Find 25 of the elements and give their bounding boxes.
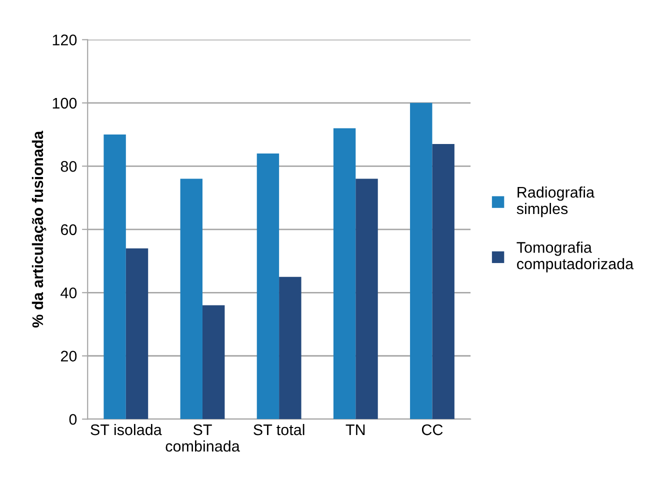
legend-label: Radiografia simples xyxy=(516,186,595,218)
y-tick-label: 120 xyxy=(52,34,77,46)
x-tick-label: ST combinada xyxy=(166,424,240,452)
bar xyxy=(202,305,225,420)
bar xyxy=(180,178,202,420)
bar xyxy=(333,128,356,420)
y-tick-label: 80 xyxy=(60,161,77,172)
y-tick-label: 100 xyxy=(52,98,77,109)
legend-label: Tomografia computadorizada xyxy=(516,242,634,272)
bar xyxy=(279,276,302,420)
bar xyxy=(410,102,432,420)
y-tick-label: 0 xyxy=(69,414,77,425)
y-axis-title: % da articulação fusionada xyxy=(32,130,46,328)
y-tick-label: 60 xyxy=(60,224,77,236)
x-tick-label: TN xyxy=(346,424,365,436)
bar xyxy=(432,144,454,420)
bar xyxy=(126,248,148,420)
x-tick-label: CC xyxy=(422,424,443,436)
x-tick-label: ST isolada xyxy=(90,424,162,436)
y-tick-label: 40 xyxy=(60,288,77,298)
bar xyxy=(356,178,378,420)
y-tick-label: 20 xyxy=(60,350,77,362)
x-tick-label: ST total xyxy=(254,424,304,436)
bar xyxy=(104,134,126,420)
bar xyxy=(256,154,280,420)
